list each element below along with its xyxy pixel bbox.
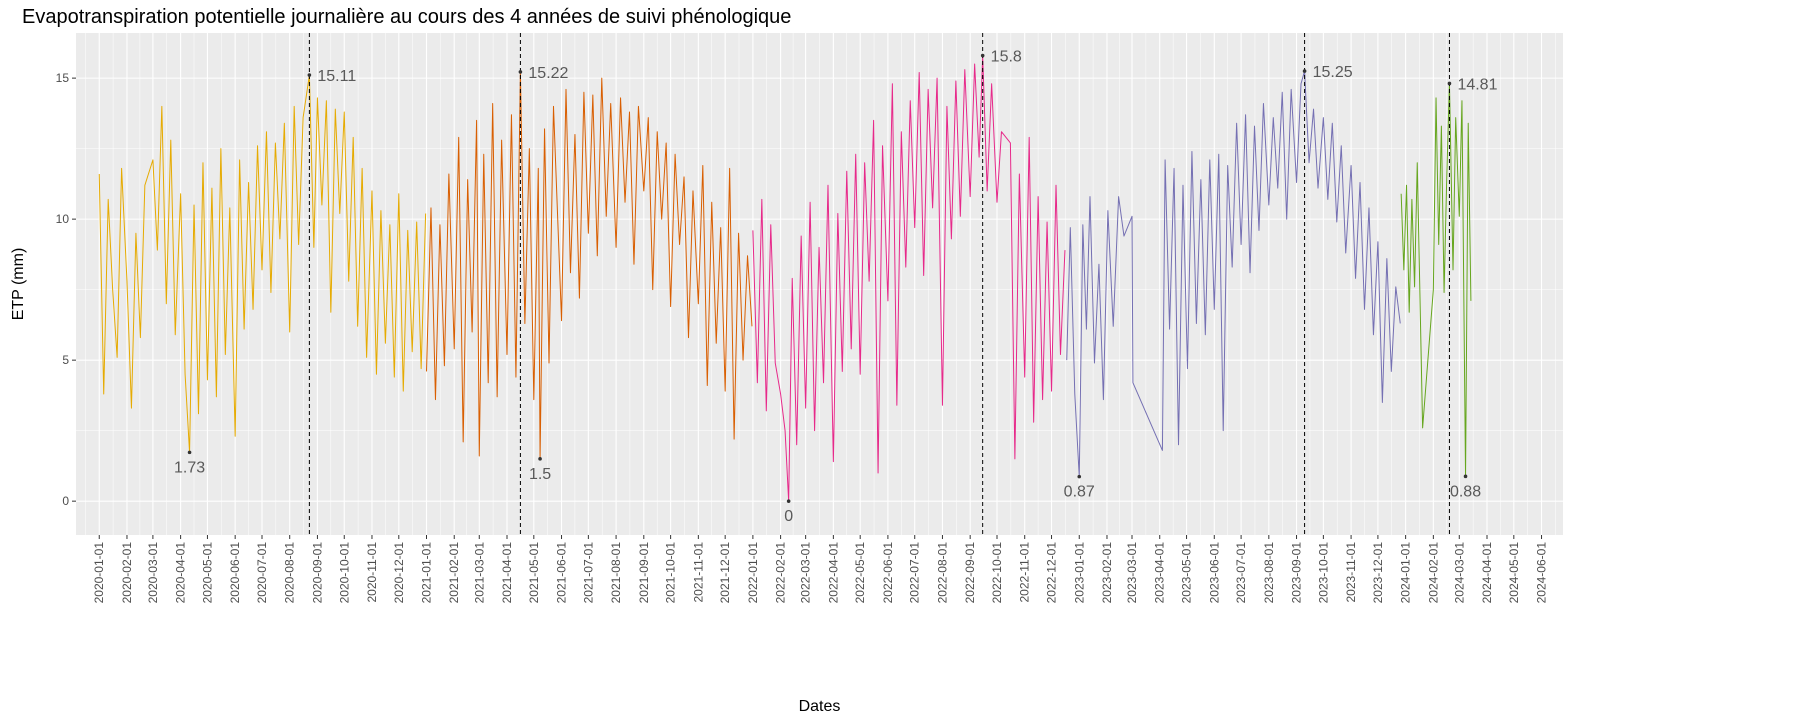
extreme-label: 15.11 (317, 68, 356, 85)
series-line-5 (1400, 82, 1472, 477)
x-tick-label: 2023-11-01 (1344, 542, 1358, 603)
y-tick-label: 15 (56, 71, 70, 85)
x-tick-label: 2022-08-01 (935, 542, 949, 604)
extreme-point (786, 499, 791, 503)
x-tick-label: 2020-11-01 (365, 542, 379, 603)
series-lines (98, 55, 1472, 502)
x-axis-title: Dates (799, 698, 841, 715)
x-tick-label: 2020-01-01 (92, 542, 106, 604)
x-axis: 2020-01-01 2020-02-01 2020-03-01 2020-04-01… (92, 535, 1549, 604)
x-tick-label: 2022-03-01 (799, 542, 813, 604)
x-tick-label: 2021-12-01 (718, 542, 732, 604)
extreme-point (538, 457, 542, 461)
y-axis: 0 5 10 15 (56, 71, 76, 508)
x-tick-label: 2022-05-01 (853, 542, 867, 604)
minor-gridlines (76, 33, 1563, 535)
x-tick-label: 2023-12-01 (1371, 542, 1385, 604)
y-tick-label: 0 (62, 494, 69, 508)
extreme-label: 15.22 (528, 65, 568, 82)
x-tick-label: 2020-08-01 (283, 542, 297, 604)
x-tick-label: 2021-03-01 (472, 542, 486, 604)
x-tick-label: 2021-11-01 (691, 542, 705, 603)
extreme-label: 14.81 (1457, 76, 1497, 93)
x-tick-label: 2021-04-01 (500, 542, 514, 604)
extreme-label: 15.25 (1313, 64, 1353, 81)
x-tick-label: 2020-03-01 (146, 542, 160, 604)
extreme-point (1077, 474, 1082, 479)
major-gridlines (76, 33, 1563, 535)
y-tick-label: 10 (56, 212, 70, 226)
x-tick-label: 2022-10-01 (990, 542, 1004, 604)
x-tick-label: 2022-12-01 (1045, 542, 1059, 604)
x-tick-label: 2022-07-01 (908, 542, 922, 604)
series-line-3 (752, 55, 1066, 502)
extreme-point (1302, 69, 1307, 73)
x-tick-label: 2023-09-01 (1290, 542, 1304, 604)
x-tick-label: 2020-02-01 (120, 542, 134, 604)
extreme-label: 1.5 (529, 466, 551, 483)
x-tick-label: 2021-07-01 (581, 542, 595, 604)
x-tick-label: 2021-06-01 (555, 542, 569, 604)
x-tick-label: 2022-06-01 (881, 542, 895, 604)
extreme-label: 0 (784, 508, 793, 525)
x-tick-label: 2023-08-01 (1262, 542, 1276, 604)
series-line-4 (1066, 70, 1401, 478)
x-tick-label: 2023-02-01 (1100, 542, 1114, 604)
extreme-point (307, 73, 312, 77)
x-tick-label: 2020-09-01 (310, 542, 324, 604)
x-tick-label: 2020-12-01 (392, 542, 406, 604)
x-tick-label: 2022-01-01 (746, 542, 760, 604)
x-tick-label: 2023-05-01 (1180, 542, 1194, 604)
extreme-point (1463, 474, 1468, 479)
extreme-point (980, 53, 985, 58)
x-tick-label: 2021-05-01 (527, 542, 541, 604)
series-line-1 (98, 74, 427, 453)
x-tick-label: 2024-02-01 (1426, 542, 1440, 604)
extreme-label: 15.8 (991, 49, 1022, 66)
x-tick-label: 2020-04-01 (174, 542, 188, 604)
x-tick-label: 2020-06-01 (228, 542, 242, 604)
x-tick-label: 2022-11-01 (1018, 542, 1032, 603)
chart-title: Evapotranspiration potentielle journaliè… (22, 6, 792, 28)
x-tick-label: 2022-09-01 (963, 542, 977, 604)
x-tick-label: 2021-02-01 (447, 542, 461, 604)
x-tick-label: 2023-04-01 (1153, 542, 1167, 604)
x-tick-label: 2021-09-01 (637, 542, 651, 604)
x-tick-label: 2021-08-01 (609, 542, 623, 604)
x-tick-label: 2023-06-01 (1207, 542, 1221, 604)
x-tick-label: 2024-04-01 (1480, 542, 1494, 604)
x-tick-label: 2023-10-01 (1316, 542, 1330, 604)
y-axis-title: ETP (mm) (10, 248, 27, 321)
x-tick-label: 2024-01-01 (1399, 542, 1413, 604)
x-tick-label: 2021-10-01 (664, 542, 678, 604)
extreme-annotations: 15.11 1.73 15.22 1.5 0 15.8 0.87 15.25 14.81 0.88 (174, 49, 1498, 526)
x-tick-label: 2023-01-01 (1072, 542, 1086, 604)
extreme-point (187, 450, 192, 455)
extreme-point (1447, 81, 1452, 86)
x-tick-label: 2024-06-01 (1535, 542, 1549, 604)
y-tick-label: 5 (62, 353, 69, 367)
extreme-point (518, 70, 523, 74)
x-tick-label: 2022-04-01 (826, 542, 840, 604)
x-tick-label: 2020-10-01 (337, 542, 351, 604)
extreme-label: 0.87 (1064, 484, 1095, 501)
x-tick-label: 2020-07-01 (255, 542, 269, 604)
series-line-2 (426, 71, 753, 460)
x-tick-label: 2021-01-01 (420, 542, 434, 604)
x-tick-label: 2020-05-01 (200, 542, 214, 604)
x-tick-label: 2022-02-01 (774, 542, 788, 604)
x-tick-label: 2023-07-01 (1234, 542, 1248, 604)
x-tick-label: 2024-05-01 (1507, 542, 1521, 604)
extreme-label: 1.73 (174, 459, 205, 476)
x-tick-label: 2023-03-01 (1125, 542, 1139, 604)
extreme-label: 0.88 (1450, 483, 1481, 500)
x-tick-label: 2024-03-01 (1452, 542, 1466, 604)
